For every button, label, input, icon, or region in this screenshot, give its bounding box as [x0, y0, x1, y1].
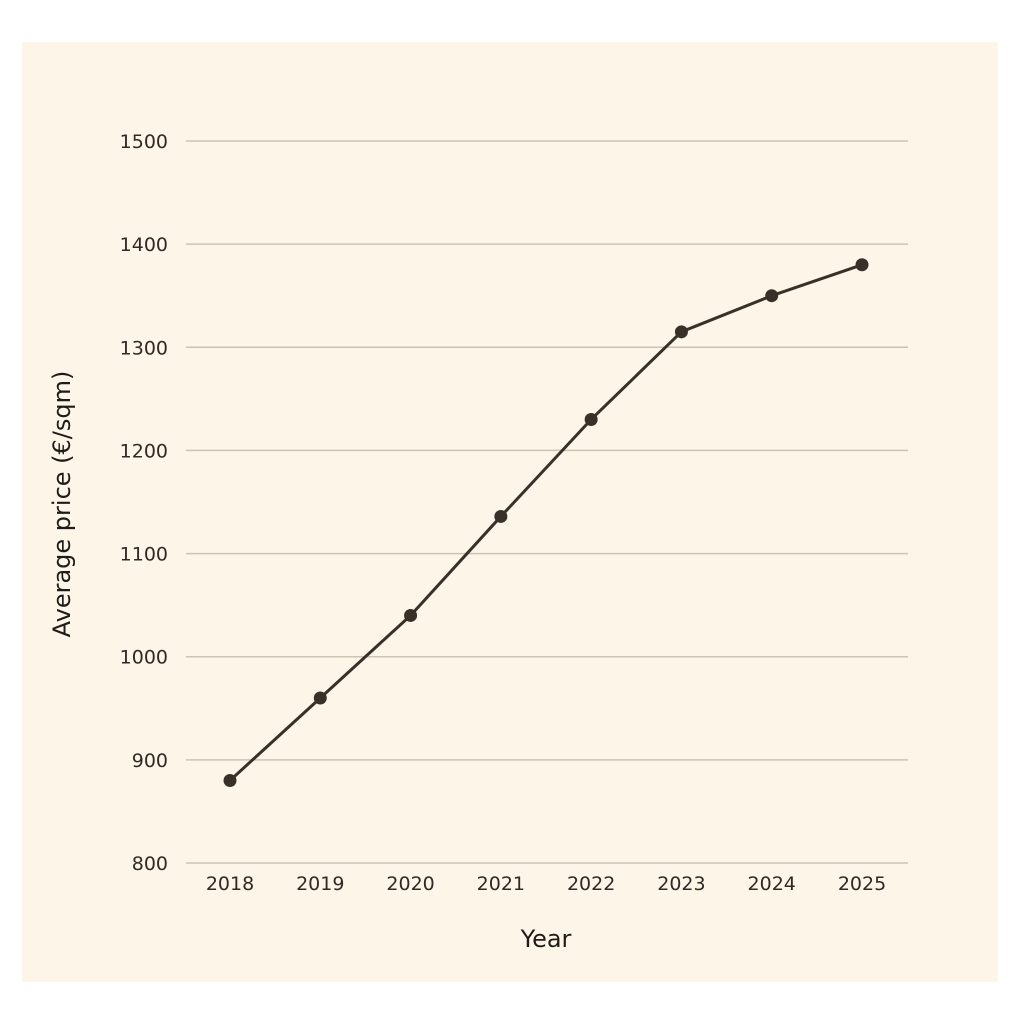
series-price	[223, 258, 869, 787]
y-tick-label: 1100	[120, 544, 168, 566]
gridlines	[186, 140, 908, 864]
y-tick-label: 1200	[120, 440, 168, 462]
x-tick-label: 2023	[657, 873, 705, 895]
y-tick-label: 1000	[120, 647, 168, 669]
x-tick-label: 2025	[838, 873, 886, 895]
x-tick-label: 2021	[477, 873, 525, 895]
chart-panel: 800 900 1000 1100 1200 1300 1400 1500 2018 2019 2…	[22, 42, 998, 982]
data-point-2020	[404, 608, 418, 622]
y-tick-label: 1300	[120, 337, 168, 359]
y-axis-ticks: 800 900 1000 1100 1200 1300 1400 1500	[120, 131, 168, 875]
y-tick-label: 900	[132, 750, 168, 772]
x-tick-label: 2024	[748, 873, 796, 895]
data-point-2022	[584, 412, 598, 426]
y-tick-label: 1500	[120, 131, 168, 153]
series-line	[228, 263, 864, 782]
x-tick-label: 2019	[296, 873, 344, 895]
x-axis-title: Year	[520, 925, 572, 953]
data-point-2019	[313, 691, 327, 705]
data-point-2023	[674, 325, 688, 339]
data-point-2021	[494, 509, 508, 523]
x-axis-ticks: 2018 2019 2020 2021 2022 2023 2024 2025	[206, 873, 886, 895]
x-tick-label: 2018	[206, 873, 254, 895]
y-tick-label: 800	[132, 853, 168, 875]
x-tick-label: 2020	[386, 873, 434, 895]
x-tick-label: 2022	[567, 873, 615, 895]
data-point-2018	[223, 773, 237, 787]
y-tick-label: 1400	[120, 234, 168, 256]
data-point-2025	[855, 258, 869, 272]
data-point-2024	[765, 289, 779, 303]
y-axis-title: Average price (€/sqm)	[48, 371, 76, 638]
